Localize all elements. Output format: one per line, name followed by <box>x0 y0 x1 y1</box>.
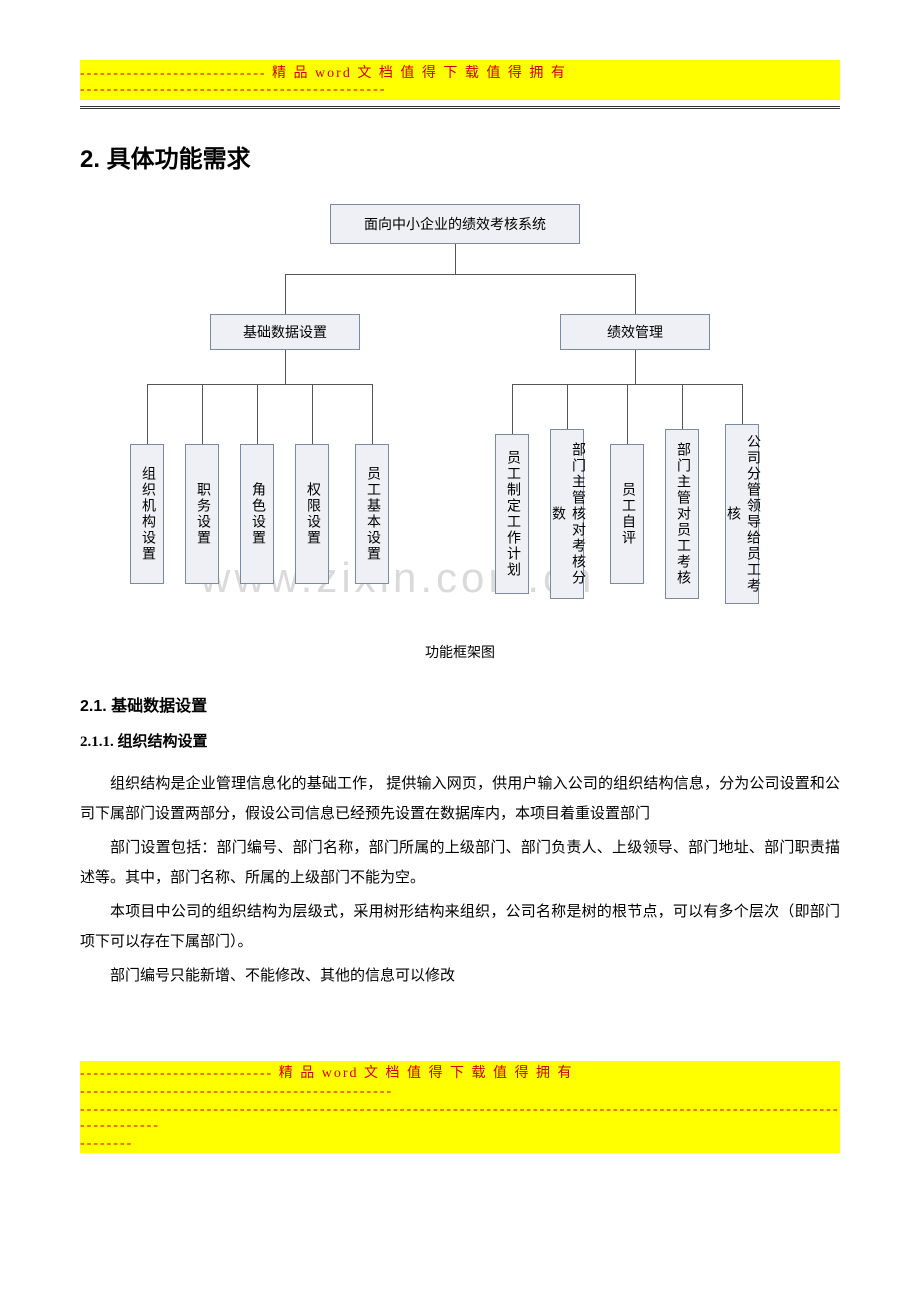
chart-leaf-node: 部门主管核对考核分数 <box>550 429 584 599</box>
subsubsection-heading: 2.1.1. 组织结构设置 <box>80 730 840 751</box>
chart-leaf-label: 组织机构设置 <box>137 466 157 562</box>
connector <box>257 384 258 444</box>
connector <box>635 350 636 384</box>
subsection-heading: 2.1. 基础数据设置 <box>80 692 840 716</box>
footer-dashes: ----------------------------------------… <box>80 1084 393 1099</box>
banner-dashes-suffix: ----------------------------------------… <box>80 82 386 97</box>
connector <box>635 274 636 314</box>
chart-caption: 功能框架图 <box>80 642 840 662</box>
footer-dashes: ----------------------------- <box>80 1066 273 1081</box>
chart-leaf-label: 公司分管领导给员工考核 <box>722 433 762 595</box>
chart-leaf-node: 员工制定工作计划 <box>495 434 529 594</box>
banner-dashes-prefix: ---------------------------- <box>80 66 267 81</box>
chart-leaf-node: 员工基本设置 <box>355 444 389 584</box>
chart-leaf-node: 部门主管对员工考核 <box>665 429 699 599</box>
connector <box>455 244 456 274</box>
chart-leaf-node: 角色设置 <box>240 444 274 584</box>
chart-leaf-label: 员工制定工作计划 <box>502 450 522 578</box>
connector <box>285 274 635 275</box>
connector <box>285 274 286 314</box>
chart-l1-node: 基础数据设置 <box>210 314 360 350</box>
connector <box>682 384 683 429</box>
connector <box>202 384 203 444</box>
chart-leaf-label: 员工自评 <box>617 482 637 546</box>
document-page: ---------------------------- 精 品 word 文 … <box>0 0 920 1213</box>
chart-l1-label: 绩效管理 <box>607 322 663 342</box>
chart-l1-node: 绩效管理 <box>560 314 710 350</box>
footer-dashes: ----------------------------------------… <box>80 1102 839 1133</box>
connector <box>285 350 286 384</box>
footer-dashes: -------- <box>80 1136 133 1151</box>
body-paragraph: 本项目中公司的组织结构为层级式，采用树形结构来组织，公司名称是树的根节点，可以有… <box>80 897 840 957</box>
connector <box>567 384 568 429</box>
footer-text: 精 品 word 文 档 值 得 下 载 值 得 拥 有 <box>279 1066 574 1081</box>
body-paragraph: 组织结构是企业管理信息化的基础工作， 提供输入网页，供用户输入公司的组织结构信息… <box>80 769 840 829</box>
banner-text: 精 品 word 文 档 值 得 下 载 值 得 拥 有 <box>272 66 567 81</box>
chart-l1-label: 基础数据设置 <box>243 322 327 342</box>
body-paragraph: 部门编号只能新增、不能修改、其他的信息可以修改 <box>80 961 840 991</box>
chart-leaf-label: 部门主管核对考核分数 <box>547 438 587 590</box>
section-heading: 2. 具体功能需求 <box>80 139 840 174</box>
chart-root-label: 面向中小企业的绩效考核系统 <box>364 214 546 234</box>
connector <box>147 384 372 385</box>
chart-leaf-label: 员工基本设置 <box>362 466 382 562</box>
chart-leaf-node: 员工自评 <box>610 444 644 584</box>
connector <box>627 384 628 444</box>
connector <box>742 384 743 424</box>
body-paragraph: 部门设置包括：部门编号、部门名称，部门所属的上级部门、部门负责人、上级领导、部门… <box>80 833 840 893</box>
org-chart: www.zixin.com.cn 面向中小企业的绩效考核系统 基础数据设置 绩效… <box>130 204 790 624</box>
connector <box>372 384 373 444</box>
header-divider <box>80 106 840 109</box>
connector <box>512 384 513 434</box>
chart-leaf-node: 公司分管领导给员工考核 <box>725 424 759 604</box>
chart-leaf-node: 职务设置 <box>185 444 219 584</box>
connector <box>147 384 148 444</box>
footer-banner: ----------------------------- 精 品 word 文… <box>80 1061 840 1153</box>
chart-leaf-label: 职务设置 <box>192 482 212 546</box>
chart-leaf-node: 权限设置 <box>295 444 329 584</box>
chart-leaf-label: 部门主管对员工考核 <box>672 442 692 586</box>
chart-leaf-node: 组织机构设置 <box>130 444 164 584</box>
header-banner: ---------------------------- 精 品 word 文 … <box>80 60 840 100</box>
connector <box>312 384 313 444</box>
chart-root-node: 面向中小企业的绩效考核系统 <box>330 204 580 244</box>
chart-leaf-label: 权限设置 <box>302 482 322 546</box>
chart-leaf-label: 角色设置 <box>247 482 267 546</box>
